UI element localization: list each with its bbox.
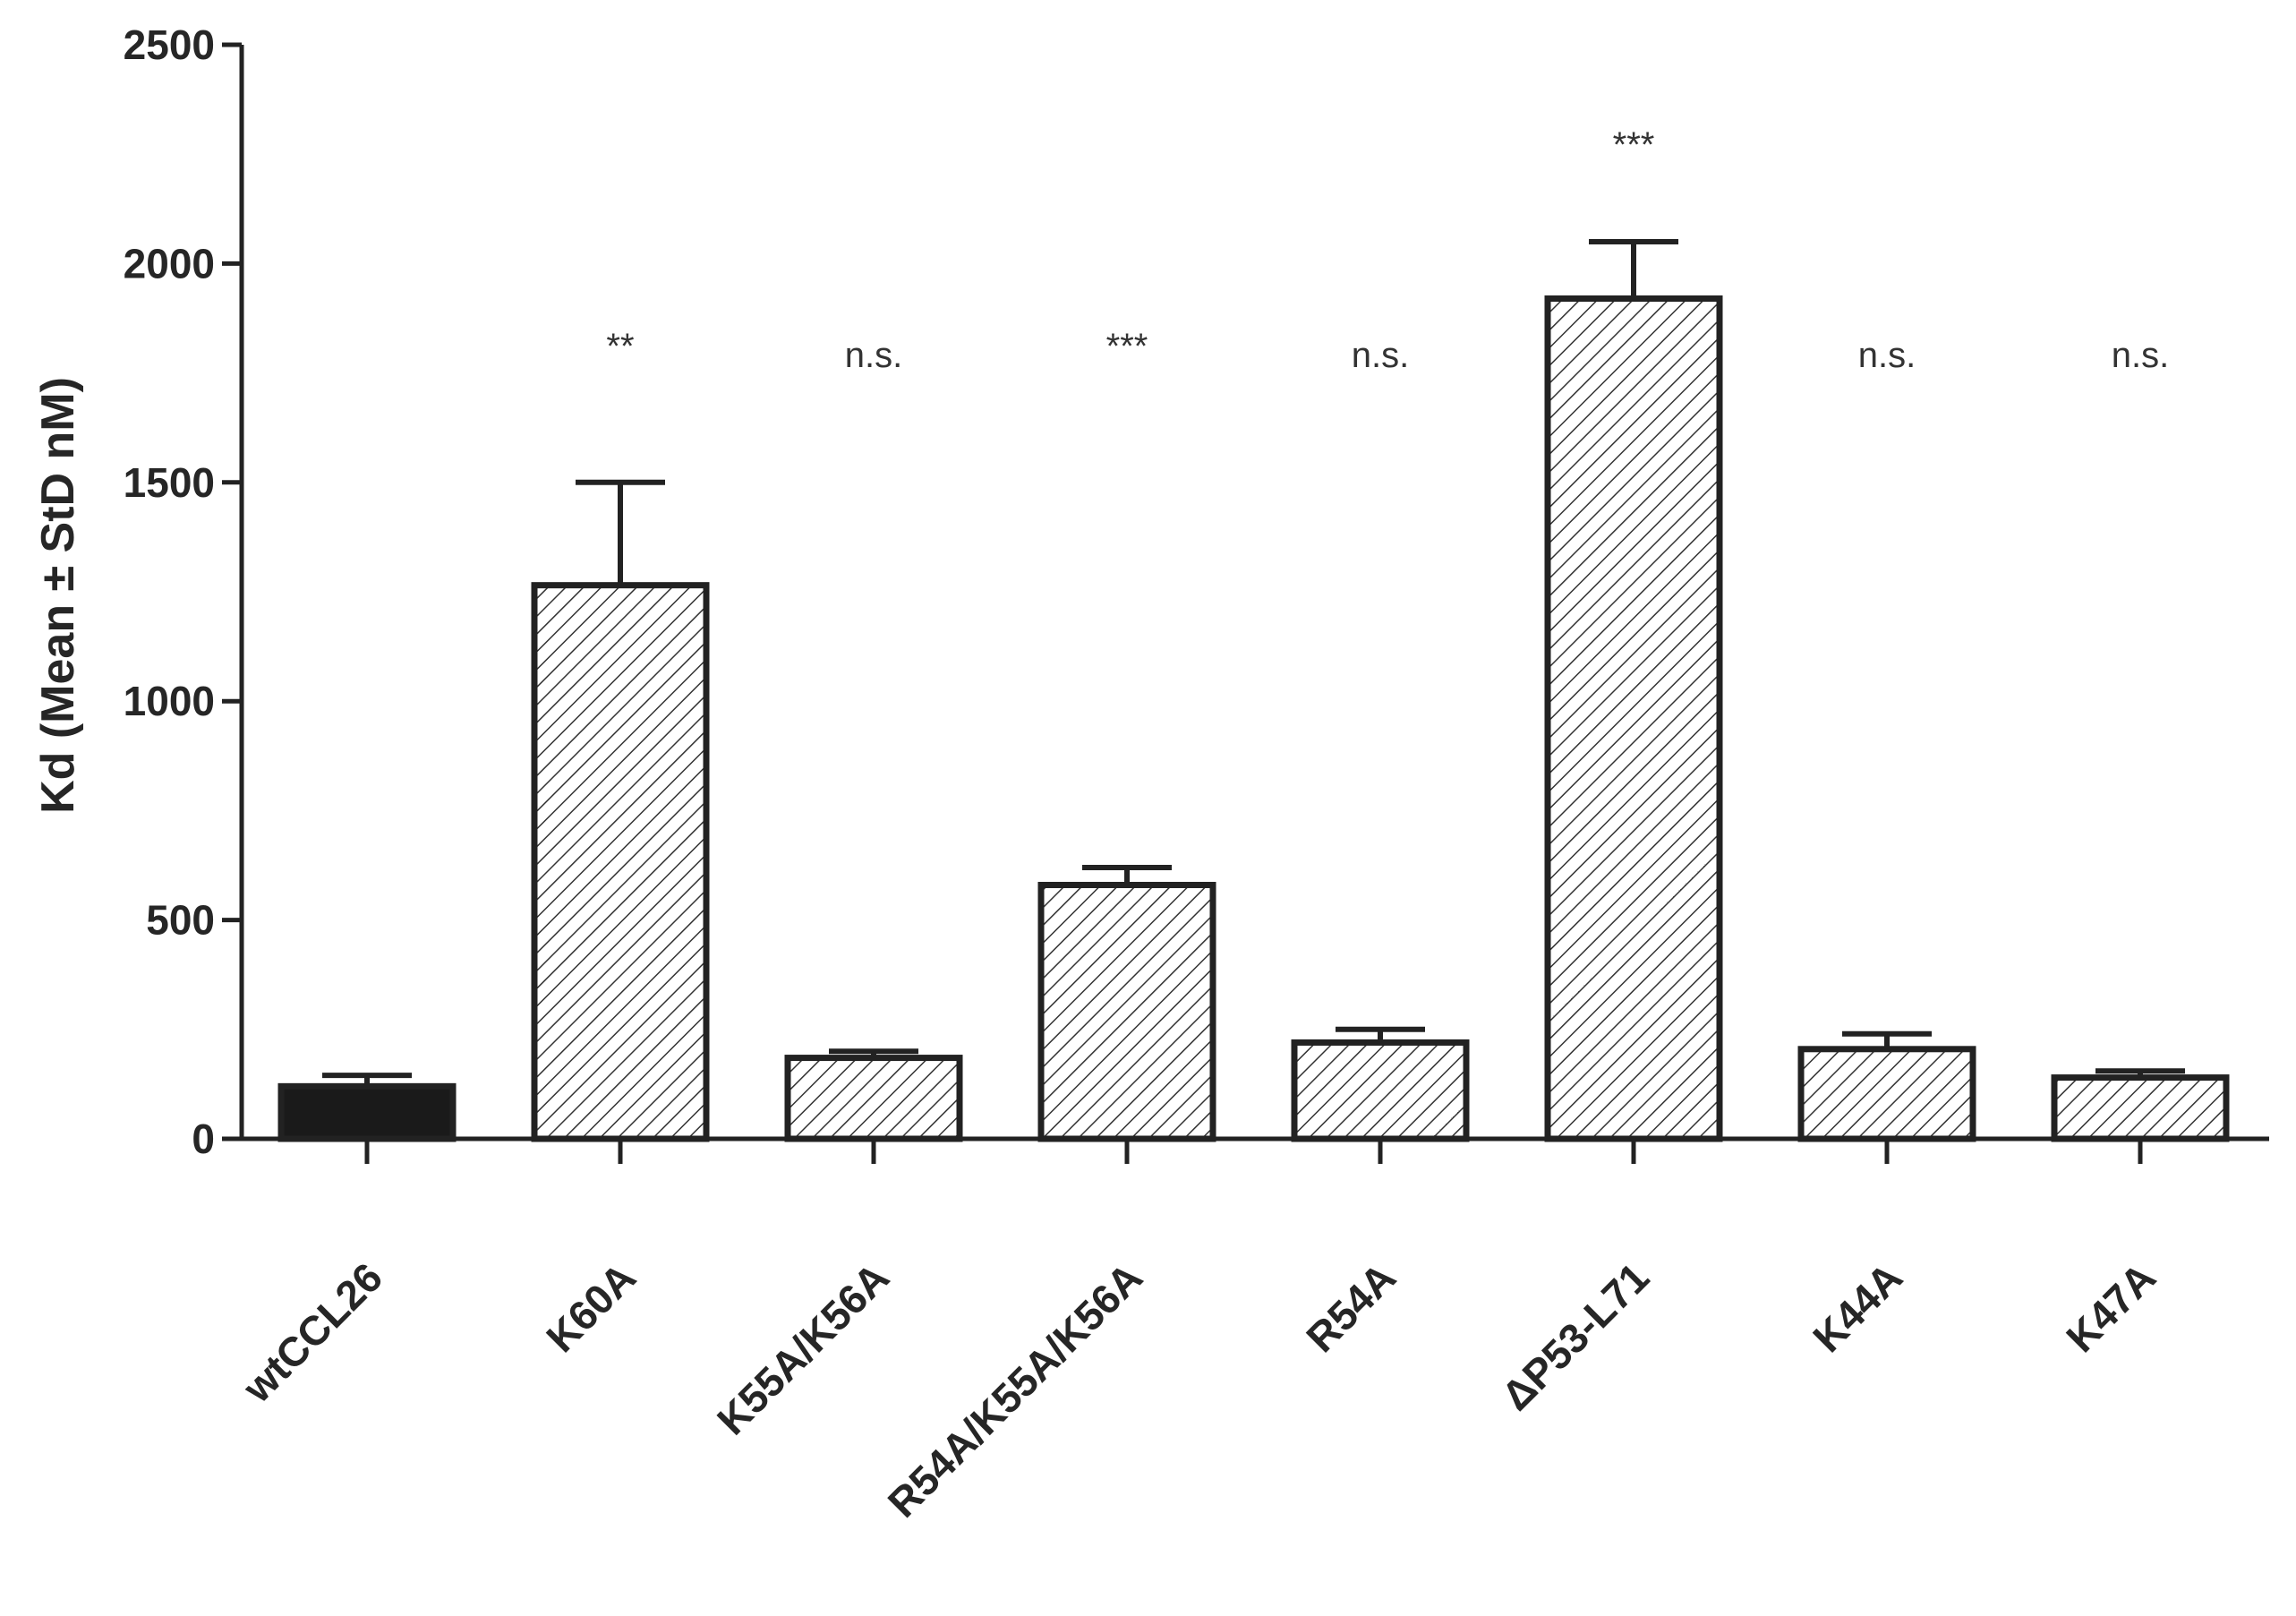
- bar-k55a-k56a: [784, 1055, 963, 1142]
- y-tick-label: 1000: [124, 678, 215, 724]
- bar-k60a: [531, 582, 710, 1142]
- significance-label: ***: [1613, 125, 1655, 165]
- x-axis: [242, 1136, 2269, 1164]
- y-axis-title: Kd (Mean ± StD nM): [32, 377, 84, 814]
- category-label: wtCCL26: [233, 1253, 391, 1412]
- significance-label: n.s.: [2112, 336, 2169, 375]
- bar-r54a: [1291, 1039, 1470, 1142]
- significance-label: n.s.: [1352, 336, 1409, 375]
- significance-label: n.s.: [1858, 336, 1916, 375]
- category-label: K44A: [1804, 1253, 1911, 1361]
- y-tick-label: 0: [192, 1116, 215, 1162]
- category-label: K47A: [2057, 1253, 2164, 1361]
- significance-label: n.s.: [845, 336, 902, 375]
- bar-k47a: [2051, 1074, 2230, 1142]
- category-label: K55A/K56A: [708, 1253, 898, 1443]
- bar-wtccl26: [277, 1082, 457, 1142]
- bar--p53-l71: [1544, 295, 1723, 1142]
- category-label: ΔP53-L71: [1492, 1253, 1658, 1419]
- y-tick-label: 500: [146, 897, 215, 944]
- category-label: K60A: [537, 1253, 644, 1361]
- error-bars: [322, 238, 2185, 1087]
- category-label: R54A: [1297, 1253, 1404, 1361]
- significance-annotations: ** n.s. *** n.s. *** n.s. n.s.: [606, 125, 2169, 375]
- significance-label: **: [606, 327, 634, 366]
- bars: [277, 295, 2230, 1142]
- y-tick-label: 1500: [124, 459, 215, 506]
- y-tick-label: 2500: [124, 21, 215, 68]
- bar-r54a-k55a-k56a: [1037, 881, 1216, 1142]
- y-axis: 0 500 1000 1500 2000 2500: [124, 21, 244, 1162]
- bar-k44a: [1797, 1046, 1976, 1142]
- significance-label: ***: [1106, 327, 1148, 366]
- category-label: R54A/K55A/K56A: [879, 1253, 1151, 1526]
- y-tick-label: 2000: [124, 240, 215, 286]
